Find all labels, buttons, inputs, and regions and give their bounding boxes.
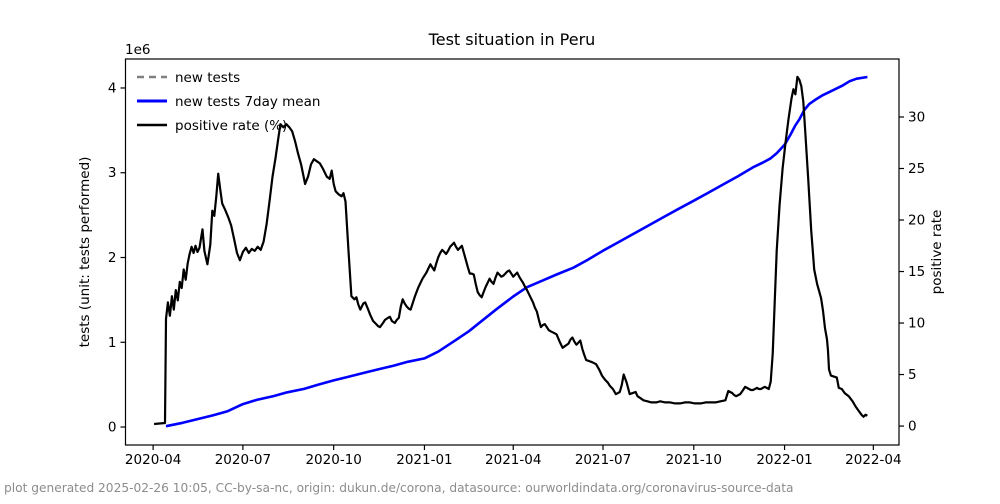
y-right-tick-label: 5 <box>908 367 917 383</box>
y-right-tick-label: 10 <box>908 316 925 332</box>
x-tick-label: 2022-04 <box>845 452 901 468</box>
y-left-tick-label: 2 <box>108 250 117 266</box>
legend: new tests new tests 7day mean positive rat… <box>137 70 320 134</box>
series-lines <box>153 75 868 428</box>
x-tick-label: 2022-01 <box>756 452 812 468</box>
y-axis-right-label: positive rate <box>929 210 945 295</box>
x-tick-label: 2021-04 <box>485 452 541 468</box>
x-tick-label: 2020-04 <box>125 452 181 468</box>
x-tick-label: 2020-07 <box>215 452 271 468</box>
y-axis-left-ticks: 0 1 2 3 4 <box>108 80 126 436</box>
x-tick-label: 2021-10 <box>666 452 722 468</box>
x-tick-label: 2020-10 <box>305 452 361 468</box>
legend-entry-label: new tests 7day mean <box>175 94 320 110</box>
y-right-tick-label: 0 <box>908 419 917 435</box>
y-left-tick-label: 4 <box>108 80 117 96</box>
axes-spines <box>124 58 900 446</box>
y-right-tick-label: 30 <box>908 109 925 125</box>
y-right-tick-label: 15 <box>908 264 925 280</box>
y-left-tick-label: 3 <box>108 165 117 181</box>
y-right-tick-label: 20 <box>908 213 925 229</box>
y-axis-right-ticks: 0 5 10 15 20 25 30 <box>899 109 925 435</box>
y-axis-left-label: tests (unit: tests performed) <box>77 157 93 348</box>
legend-entry-label: positive rate (%) <box>175 118 287 134</box>
legend-entry-label: new tests <box>175 70 240 86</box>
chart-title: Test situation in Peru <box>428 30 596 49</box>
series-7day-mean-line <box>165 75 868 428</box>
y-right-tick-label: 25 <box>908 161 925 177</box>
x-axis-ticks: 2020-04 2020-07 2020-10 2021-01 2021-04 2021-… <box>125 445 902 468</box>
x-tick-label: 2021-01 <box>396 452 452 468</box>
y-left-tick-label: 1 <box>108 335 117 351</box>
footer-credit-text: plot generated 2025-02-26 10:05, CC-by-s… <box>4 481 793 495</box>
x-tick-label: 2021-07 <box>575 452 631 468</box>
series-positive-rate-line <box>153 75 868 426</box>
y-left-tick-label: 0 <box>108 420 117 436</box>
y-axis-offset-label: 1e6 <box>125 42 150 58</box>
